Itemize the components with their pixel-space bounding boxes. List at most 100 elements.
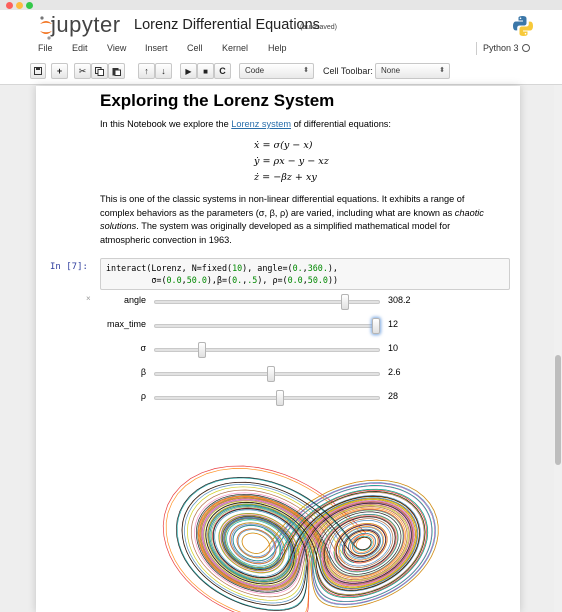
attractor-trajectory [181,481,414,606]
attractor-trajectory [165,468,439,612]
slider-label-max-time: max_time [106,319,146,329]
copy-button[interactable] [91,63,108,79]
save-icon [34,67,42,75]
vertical-scrollbar[interactable] [554,85,562,612]
slider-handle-angle[interactable] [340,294,349,310]
equation-x: ẋ = σ(y − x) [254,140,313,151]
menu-cell[interactable]: Cell [187,43,203,53]
menu-edit[interactable]: Edit [72,43,88,53]
restart-icon: C [219,66,226,76]
slider-track-angle[interactable] [154,300,380,304]
menu-bar: File Edit View Insert Cell Kernel Help P… [0,41,562,59]
close-window-button[interactable] [6,2,13,9]
jupyter-wordmark[interactable]: jupyter [51,12,121,37]
paragraph-line-4: atmospheric convection in 1963. [100,234,232,245]
lorenz-system-link[interactable]: Lorenz system [231,119,292,129]
chaotic-emphasis: chaotic [454,207,484,218]
code-number: 0. [232,275,243,285]
notebook-header: jupyter Lorenz Differential Equations (a… [0,10,562,85]
equation-y: ẏ = ρx − y − xz [254,156,329,167]
code-token: σ=( [106,275,167,285]
close-output-icon[interactable]: × [86,294,91,303]
cell-toolbar-select[interactable]: None ⬍ [375,63,450,79]
menu-help[interactable]: Help [268,43,287,53]
code-token: , [302,275,308,285]
cut-icon: ✂ [78,66,87,76]
kernel-idle-indicator-icon [522,44,530,52]
slider-label-beta: β [140,367,146,377]
paste-button[interactable] [108,63,125,79]
slider-label-angle: angle [123,295,146,305]
play-icon: ▶ [185,67,192,76]
slider-handle-sigma[interactable] [197,342,206,358]
notebook-container: Exploring the Lorenz System In this Note… [0,86,562,612]
slider-track-sigma[interactable] [154,348,380,352]
code-line-1: interact(Lorenz, N=fixed(10), angle=(0.,… [106,263,338,273]
intro-text-after: of differential equations: [291,119,391,129]
select-arrows-icon: ⬍ [439,67,445,74]
python-logo-icon [513,16,533,36]
minimize-window-button[interactable] [16,2,23,9]
kernel-name[interactable]: Python 3 [483,43,519,53]
slider-label-rho: ρ [140,391,146,401]
markdown-paragraph: This is one of the classic systems in no… [100,193,500,247]
paragraph-line-2-text: complex behaviors as the parameters (σ, … [100,207,455,218]
save-button[interactable] [30,63,46,79]
code-token: , [181,275,187,285]
arrow-up-icon: ↑ [144,66,149,76]
autosave-status: (autosaved) [300,24,337,31]
equation-z: ż = −βz + xy [254,172,317,183]
notebook-title[interactable]: Lorenz Differential Equations [134,17,320,33]
code-token: ), angle=( [242,263,293,273]
paragraph-line-3-text: . The system was originally developed as… [136,221,451,231]
move-down-button[interactable]: ↓ [155,63,172,79]
code-number: 50.0 [307,275,328,285]
menu-kernel[interactable]: Kernel [222,43,249,53]
restart-button[interactable]: C [214,63,231,79]
menu-insert[interactable]: Insert [145,43,168,53]
code-editor[interactable]: interact(Lorenz, N=fixed(10), angle=(0.,… [100,258,510,290]
menu-file[interactable]: File [38,43,53,53]
paragraph-line-1: This is one of the classic systems in no… [100,194,465,204]
select-arrows-icon: ⬍ [303,67,309,74]
slider-value-sigma: 10 [388,343,399,353]
slider-label-sigma: σ [140,343,146,353]
code-line-2: σ=(0.0,50.0),β=(0.,.5), ρ=(0.0,50.0)) [106,275,338,285]
slider-handle-beta[interactable] [267,366,276,382]
solutions-emphasis: solutions [100,221,137,231]
insert-cell-button[interactable]: + [51,63,68,79]
intro-text-before: In this Notebook we explore the [100,119,232,129]
move-up-button[interactable]: ↑ [138,63,155,79]
scrollbar-thumb[interactable] [555,355,561,465]
slider-value-rho: 28 [388,391,399,401]
slider-track-max-time[interactable] [154,324,380,328]
slider-track-rho[interactable] [154,396,380,400]
slider-value-angle: 308.2 [388,295,411,305]
slider-handle-rho[interactable] [276,390,285,406]
code-number: 0.0 [166,275,182,285]
code-cell[interactable]: In [7]: interact(Lorenz, N=fixed(10), an… [46,256,512,294]
menu-view[interactable]: View [107,43,127,53]
slider-handle-max-time[interactable] [372,318,380,334]
paragraph-line-2: complex behaviors as the parameters (σ, … [100,207,500,221]
paragraph-line-3: solutions. The system was originally dev… [100,220,500,234]
interrupt-button[interactable]: ■ [197,63,214,79]
code-number: 10 [232,263,243,273]
markdown-heading: Exploring the Lorenz System [100,91,335,110]
cell-type-select[interactable]: Code ⬍ [239,63,314,79]
plus-icon: + [56,66,63,76]
input-prompt: In [7]: [50,262,88,272]
attractor-trajectory [175,476,426,611]
code-number: .5 [247,275,258,285]
jupyter-logo-icon[interactable] [36,14,126,42]
code-number: 0.0 [287,275,303,285]
slider-track-beta[interactable] [154,372,380,376]
maximize-window-button[interactable] [26,2,33,9]
stop-icon: ■ [203,67,208,76]
run-cell-button[interactable]: ▶ [180,63,197,79]
code-number: 0. [292,263,303,273]
code-token: interact(Lorenz, N=fixed( [106,263,233,273]
code-token: ),β=( [206,275,233,285]
cut-button[interactable]: ✂ [74,63,91,79]
notebook-page: Exploring the Lorenz System In this Note… [36,86,520,612]
